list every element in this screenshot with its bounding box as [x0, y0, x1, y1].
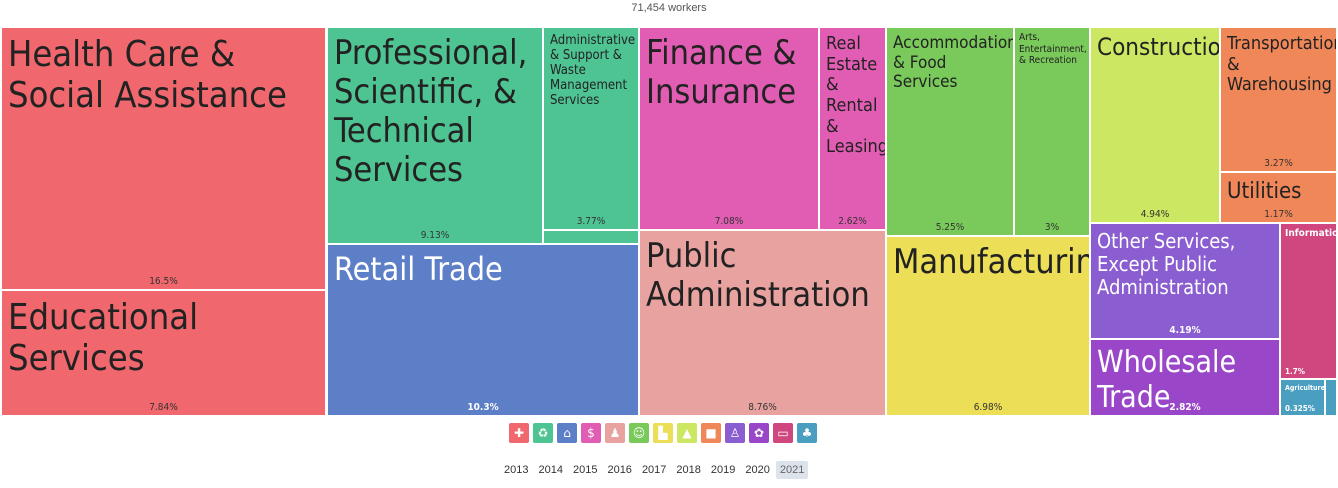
recycle-icon[interactable]: ♻ [533, 423, 553, 443]
tile-label: Real Estate & Rental & Leasing [826, 33, 886, 158]
storefront-icon[interactable]: ⌂ [557, 423, 577, 443]
tile-label: Public Administration [646, 236, 870, 316]
year-option-2013[interactable]: 2013 [504, 463, 529, 476]
tile-percent-label: 5.25% [935, 222, 965, 233]
treemap-tile-arts-entertainment-recreation[interactable]: Arts, Entertainment, & Recreation 3% [1014, 27, 1090, 236]
tile-percent-label: 1.7% [1285, 367, 1305, 376]
handshake-icon[interactable]: ✿ [749, 423, 769, 443]
tile-label: Retail Trade [334, 250, 503, 288]
treemap-tile-administrative-support-waste-management-services[interactable]: Administrative & Support & Waste Managem… [543, 27, 639, 230]
treemap-tile-construction[interactable]: Construction 4.94% [1090, 27, 1220, 223]
treemap-tile-professional-scientific-technical-services[interactable]: Professional, Scientific, & Technical Se… [327, 27, 543, 244]
treemap-tile-public-administration[interactable]: Public Administration 8.76% [639, 230, 886, 416]
year-option-2017[interactable]: 2017 [641, 463, 667, 476]
cone-icon[interactable]: ▲ [677, 423, 697, 443]
tile-percent-label: 4.94% [1140, 209, 1170, 220]
treemap-tile-unlabeled[interactable] [543, 230, 639, 244]
tile-label: Arts, Entertainment, & Recreation [1019, 32, 1087, 66]
treemap-tile-educational-services[interactable]: Educational Services 7.84% [1, 290, 326, 416]
treemap-tile-agriculture[interactable]: Agriculture,... 0.325% [1280, 379, 1325, 416]
theater-masks-icon[interactable]: ☺ [629, 423, 649, 443]
year-option-2018[interactable]: 2018 [676, 463, 701, 476]
treemap-tile-accommodation-food-services[interactable]: Accommodation & Food Services 5.25% [886, 27, 1014, 236]
year-option-2014[interactable]: 2014 [538, 463, 563, 476]
tile-label: Utilities [1227, 179, 1302, 204]
tile-percent-label: 2.62% [838, 216, 867, 227]
tile-percent-label: 3.27% [1264, 158, 1293, 169]
treemap-chart: Health Care & Social Assistance 16.5% Educ… [1, 27, 1337, 416]
year-option-2021[interactable]: 2021 [775, 460, 809, 479]
tile-percent-label: 3.77% [576, 216, 606, 227]
treemap-tile-unlabeled[interactable] [1325, 379, 1337, 416]
wheat-icon[interactable]: ♣ [797, 423, 817, 443]
treemap-tile-retail-trade[interactable]: Retail Trade 10.3% [327, 244, 639, 416]
year-option-2019[interactable]: 2019 [710, 463, 736, 476]
tile-label: Information [1285, 228, 1336, 239]
factory-icon[interactable]: ▙ [653, 423, 673, 443]
tile-percent-label: 4.19% [1169, 325, 1201, 336]
treemap-tile-real-estate-rental-leasing[interactable]: Real Estate & Rental & Leasing 2.62% [819, 27, 886, 230]
truck-icon[interactable]: ■ [701, 423, 721, 443]
total-workers-label: 71,454 workers [631, 2, 707, 14]
health-cross-icon[interactable]: ✚ [509, 423, 529, 443]
treemap-tile-finance-insurance[interactable]: Finance & Insurance 7.08% [639, 27, 819, 230]
finance-house-icon[interactable]: $ [581, 423, 601, 443]
tile-label: Manufacturing [893, 242, 1089, 282]
treemap-tile-health-care-social-assistance[interactable]: Health Care & Social Assistance 16.5% [1, 27, 326, 290]
treemap-tile-manufacturing[interactable]: Manufacturing 6.98% [886, 236, 1090, 416]
tile-percent-label: 6.98% [973, 402, 1003, 413]
person-icon[interactable]: ♙ [725, 423, 745, 443]
tile-label: Agriculture,... [1285, 384, 1325, 392]
year-selector: 2013 2014 2015 2016 2017 2018 2019 2020 2021 [500, 459, 809, 480]
year-option-2020[interactable]: 2020 [745, 463, 770, 476]
tile-percent-label: 10.3% [467, 402, 499, 413]
year-option-2016[interactable]: 2016 [607, 463, 632, 476]
tile-percent-label: 16.5% [149, 276, 178, 287]
tile-label: Wholesale Trade [1097, 345, 1237, 415]
tile-label: Construction [1097, 33, 1220, 61]
tile-percent-label: 0.325% [1285, 404, 1315, 413]
treemap-tile-information[interactable]: Information 1.7% [1280, 223, 1337, 379]
tile-percent-label: 9.13% [420, 230, 450, 241]
tile-label: Professional, Scientific, & Technical Se… [334, 33, 528, 191]
industry-icon-legend: ✚ ♻ ⌂ $ ♟ ☺ ▙ ▲ ■ ♙ ✿ ▭ ♣ [509, 423, 817, 444]
people-icon[interactable]: ♟ [605, 423, 625, 443]
treemap-tile-transportation-warehousing[interactable]: Transportation & Warehousing 3.27% [1220, 27, 1337, 172]
tile-label: Health Care & Social Assistance [8, 34, 287, 117]
computer-icon[interactable]: ▭ [773, 423, 793, 443]
tile-percent-label: 2.82% [1169, 402, 1201, 413]
tile-label: Transportation & Warehousing [1227, 33, 1337, 96]
tile-percent-label: 7.84% [149, 402, 178, 413]
treemap-tile-other-services-except-public-administration[interactable]: Other Services, Except Public Administra… [1090, 223, 1280, 339]
tile-percent-label: 3% [1044, 222, 1060, 233]
tile-label: Administrative & Support & Waste Managem… [550, 33, 636, 108]
treemap-tile-wholesale-trade[interactable]: Wholesale Trade 2.82% [1090, 339, 1280, 416]
tile-percent-label: 8.76% [748, 402, 777, 413]
tile-label: Educational Services [8, 297, 199, 380]
tile-label: Other Services, Except Public Administra… [1097, 229, 1236, 299]
tile-percent-label: 1.17% [1264, 209, 1293, 220]
tile-label: Finance & Insurance [646, 33, 797, 113]
treemap-tile-utilities[interactable]: Utilities 1.17% [1220, 172, 1337, 223]
tile-percent-label: 7.08% [714, 216, 744, 227]
year-option-2015[interactable]: 2015 [572, 463, 598, 476]
tile-label: Accommodation & Food Services [893, 33, 1014, 93]
